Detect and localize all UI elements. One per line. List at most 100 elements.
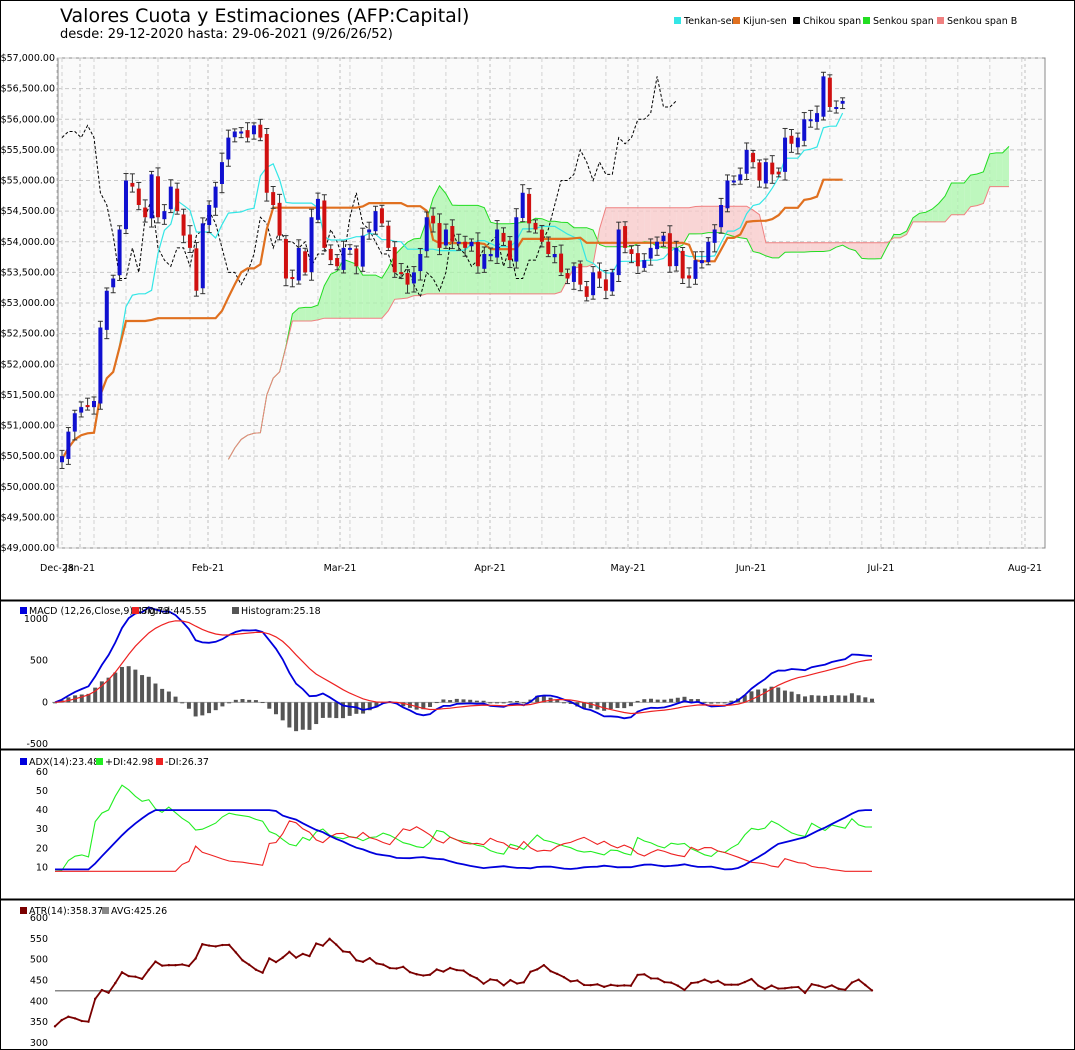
y-tick-label: 500 xyxy=(30,955,48,966)
x-tick-label: Dec-28 xyxy=(40,563,74,574)
atr-point xyxy=(140,977,144,981)
candle-body xyxy=(123,180,128,230)
histogram-bar xyxy=(622,702,627,709)
histogram-bar xyxy=(227,702,232,704)
kumo-cloud-segment xyxy=(817,242,824,252)
kumo-cloud-segment xyxy=(599,207,606,247)
candle-body xyxy=(335,257,340,267)
kumo-cloud-segment xyxy=(317,285,325,320)
legend-swatch xyxy=(674,17,681,24)
candle-body xyxy=(328,248,333,261)
candle-body xyxy=(655,241,660,250)
kumo-cloud-segment xyxy=(452,205,459,294)
histogram-bar xyxy=(300,702,305,730)
histogram-bar xyxy=(555,699,560,703)
histogram-bar xyxy=(454,698,459,703)
kumo-cloud-segment xyxy=(362,275,370,319)
candle-body xyxy=(795,137,800,148)
atr-point xyxy=(274,960,278,964)
y-tick-label: $52,000.00 xyxy=(1,359,55,370)
atr-point xyxy=(120,971,124,974)
candle-body xyxy=(584,286,589,297)
candle-body xyxy=(149,174,154,219)
histogram-bar xyxy=(133,669,138,703)
histogram-bar xyxy=(521,702,526,704)
atr-point xyxy=(154,960,157,963)
x-tick-label: Jan-21 xyxy=(64,563,95,574)
candle-body xyxy=(111,278,116,288)
candle-body xyxy=(475,241,480,267)
kumo-cloud-segment xyxy=(573,227,581,269)
macd-panel: 1000 500 0 -500 MACD (12,26,Close,9):470.73S… xyxy=(20,606,875,750)
kumo-cloud-segment xyxy=(849,242,856,251)
atr-point xyxy=(710,981,713,984)
y-tick-label: $49,500.00 xyxy=(1,512,55,523)
atr-point xyxy=(201,943,204,946)
atr-point xyxy=(509,978,512,982)
y-tick-label: $54,500.00 xyxy=(1,206,55,217)
candle-body xyxy=(226,137,231,160)
senkou-span-b-line xyxy=(227,186,1009,460)
histogram-bar xyxy=(776,687,781,703)
y-tick-label: 600 xyxy=(30,913,48,924)
kumo-cloud-segment xyxy=(861,242,869,259)
histogram-bar xyxy=(327,702,332,718)
histogram-bar xyxy=(843,695,848,703)
legend-label: ADX(14):23.48 xyxy=(29,757,99,768)
atr-point xyxy=(341,950,345,953)
atr-point xyxy=(448,966,452,970)
candle-body xyxy=(85,405,90,408)
candle-body xyxy=(322,200,327,248)
candle-body xyxy=(347,247,352,250)
kumo-cloud-segment xyxy=(298,307,306,322)
y-tick-label: $50,000.00 xyxy=(1,482,55,493)
y-tick-label: 0 xyxy=(42,697,48,708)
y-tick-label: $49,000.00 xyxy=(1,543,55,554)
atr-point xyxy=(817,984,820,987)
kumo-cloud-segment xyxy=(765,242,773,258)
histogram-bar xyxy=(856,695,861,703)
candle-body xyxy=(405,272,410,285)
candle-body xyxy=(815,113,820,122)
legend-swatch xyxy=(20,607,27,614)
atr-point xyxy=(636,973,639,977)
kumo-cloud-segment xyxy=(631,207,638,247)
atr-point xyxy=(857,978,860,981)
y-tick-label: 550 xyxy=(30,934,48,945)
kumo-cloud-segment xyxy=(925,209,933,222)
atr-point xyxy=(522,981,525,984)
y-tick-label: $53,500.00 xyxy=(1,267,55,278)
kumo-cloud-segment xyxy=(465,205,472,294)
candle-body xyxy=(488,254,493,257)
kumo-cloud-segment xyxy=(836,242,843,248)
candle-body xyxy=(168,186,173,210)
candle-body xyxy=(290,277,295,280)
kumo-cloud-segment xyxy=(785,242,792,253)
x-tick-label: Mar-21 xyxy=(324,563,357,574)
kumo-cloud-segment xyxy=(791,242,798,253)
atr-panel: 600 550 500 450 400 350 300 ATR(14):358.37 AVG:4… xyxy=(20,906,874,1049)
histogram-bar xyxy=(421,702,426,710)
atr-point xyxy=(134,975,137,978)
kumo-cloud-segment xyxy=(855,242,862,259)
atr-point xyxy=(80,1019,83,1023)
adx-line xyxy=(55,809,872,871)
y-tick-label: $56,000.00 xyxy=(1,114,55,125)
x-tick-label: Feb-21 xyxy=(192,563,224,574)
kumo-cloud-segment xyxy=(727,206,734,237)
candle-body xyxy=(712,229,717,243)
candle-body xyxy=(693,260,698,279)
legend-swatch xyxy=(20,758,27,765)
atr-point xyxy=(281,956,284,959)
histogram-bar xyxy=(93,687,98,703)
legend-label: ATR(14):358.37 xyxy=(29,906,103,917)
atr-point xyxy=(355,959,358,962)
atr-point xyxy=(67,1015,70,1018)
kumo-cloud-segment xyxy=(689,206,696,234)
histogram-bar xyxy=(287,702,292,728)
legend-label: Senkou span B xyxy=(947,16,1017,27)
atr-point xyxy=(422,974,425,977)
candle-body xyxy=(680,250,685,279)
candle-body xyxy=(527,193,532,224)
